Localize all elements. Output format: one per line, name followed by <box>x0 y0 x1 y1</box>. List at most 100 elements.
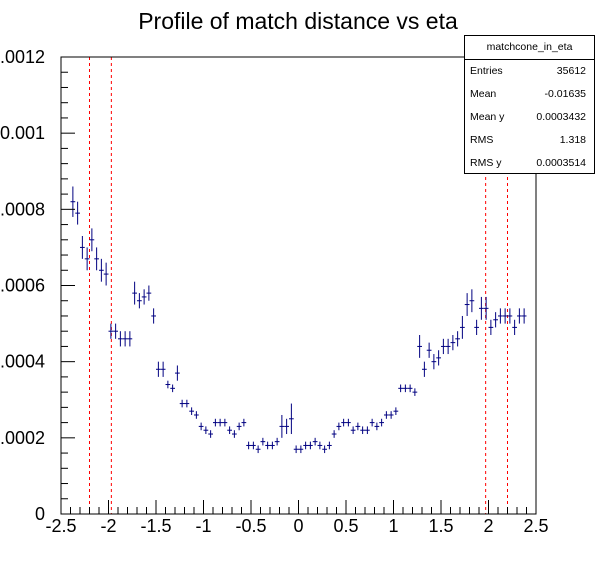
data-point <box>393 407 399 415</box>
stats-key: Mean y <box>470 111 505 123</box>
data-point <box>70 186 76 217</box>
x-tick-label: 2 <box>483 516 493 536</box>
data-point <box>236 422 242 431</box>
stats-box: matchcone_in_eta Entries 35612 Mean -0.0… <box>464 35 595 174</box>
data-point <box>445 338 451 355</box>
y-tick-label: 0.0006 <box>0 276 45 296</box>
y-tick-label: 0 <box>35 504 45 524</box>
data-point <box>284 418 289 435</box>
data-point <box>369 418 375 427</box>
data-point <box>436 350 441 366</box>
data-point <box>298 445 304 454</box>
data-point <box>502 308 508 324</box>
data-point <box>426 342 432 358</box>
data-point <box>260 437 266 446</box>
data-point <box>156 361 161 377</box>
data-point <box>398 384 403 393</box>
data-point <box>151 308 156 324</box>
data-point <box>521 308 527 324</box>
x-tick-label: 0 <box>293 516 303 536</box>
stats-row-entries: Entries 35612 <box>465 60 594 83</box>
data-point <box>80 235 85 259</box>
data-point <box>412 388 418 396</box>
chart-title: Profile of match distance vs eta <box>138 8 458 34</box>
stats-value: 35612 <box>556 65 586 77</box>
data-point <box>469 289 475 313</box>
y-tick-label: 0.0004 <box>0 352 45 372</box>
data-point <box>388 411 394 419</box>
y-axis: 0 0.0002 0.0004 0.0006 0.0008 0.001 0.0012 <box>0 47 75 524</box>
data-point <box>312 437 318 446</box>
data-point <box>75 201 80 225</box>
data-point <box>99 258 104 282</box>
stats-value: 0.0003514 <box>536 157 586 169</box>
data-point <box>179 399 185 408</box>
data-point <box>132 281 137 305</box>
data-point <box>241 418 247 427</box>
data-points <box>70 186 527 454</box>
x-tick-label: 2.5 <box>523 516 548 536</box>
data-point <box>341 418 346 427</box>
y-tick-label: 0.0002 <box>0 428 45 448</box>
data-point <box>488 319 494 336</box>
x-tick-label: -2 <box>100 516 116 536</box>
data-point <box>422 361 427 377</box>
stats-value: 0.0003432 <box>536 111 586 123</box>
data-point <box>441 338 446 355</box>
data-point <box>89 228 95 252</box>
data-point <box>417 335 422 358</box>
data-point <box>483 296 489 320</box>
data-point <box>84 247 90 271</box>
data-point <box>431 354 437 370</box>
data-point <box>137 293 142 309</box>
data-point <box>493 312 498 328</box>
data-point <box>293 445 299 454</box>
data-point <box>217 418 223 427</box>
data-point <box>189 407 194 415</box>
data-point <box>464 293 470 316</box>
stats-key: Mean <box>470 88 497 100</box>
data-point <box>317 441 323 450</box>
data-point <box>265 441 270 450</box>
data-point <box>103 262 109 286</box>
data-point <box>208 430 213 438</box>
data-point <box>403 384 408 393</box>
data-point <box>255 445 261 454</box>
stats-row-mean-y: Mean y 0.0003432 <box>465 106 594 129</box>
data-point <box>517 308 522 324</box>
data-point <box>379 418 384 427</box>
stats-key: Entries <box>470 65 503 77</box>
data-point <box>512 319 517 336</box>
data-point <box>118 331 123 347</box>
data-point <box>146 285 152 301</box>
data-point <box>507 308 513 324</box>
data-point <box>279 414 285 438</box>
data-point <box>407 384 413 393</box>
stats-key: RMS <box>470 134 494 146</box>
data-point <box>336 422 342 431</box>
data-point <box>474 319 479 336</box>
data-point <box>270 441 275 450</box>
x-tick-label: 1.5 <box>428 516 453 536</box>
data-point <box>170 384 175 393</box>
data-point <box>222 418 228 427</box>
data-point <box>346 418 351 427</box>
data-point <box>175 365 180 381</box>
stats-value: -0.01635 <box>544 88 586 100</box>
data-point <box>303 441 308 450</box>
stats-row-rms-y: RMS y 0.0003514 <box>465 152 594 175</box>
x-tick-label: -1 <box>195 516 211 536</box>
data-point <box>289 403 294 435</box>
data-point <box>331 430 337 438</box>
x-tick-label: 1 <box>388 516 398 536</box>
data-point <box>308 441 313 450</box>
data-point <box>350 426 356 435</box>
data-point <box>160 361 166 377</box>
data-point <box>450 335 456 351</box>
y-tick-label: 0.0008 <box>0 199 45 219</box>
stats-key: RMS y <box>470 157 502 169</box>
data-point <box>165 380 171 389</box>
data-point <box>194 411 199 419</box>
data-point <box>122 331 128 347</box>
data-point <box>274 437 280 446</box>
